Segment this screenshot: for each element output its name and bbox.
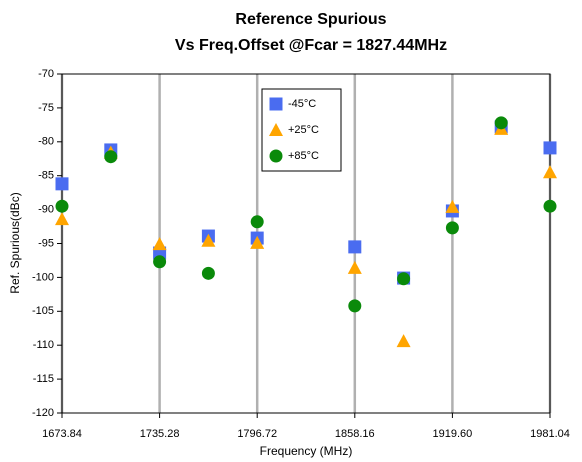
- data-point: [201, 266, 215, 280]
- chart-title: Reference Spurious: [235, 11, 386, 28]
- data-point: [543, 165, 557, 179]
- data-point: [104, 150, 118, 164]
- y-tick-label: -115: [33, 373, 54, 385]
- legend-label: -45°C: [288, 98, 316, 110]
- legend-marker: [269, 97, 283, 111]
- y-axis-label: Ref. Spurious(dBc): [8, 192, 22, 293]
- data-point: [55, 199, 69, 213]
- y-tick-label: -80: [38, 136, 54, 148]
- data-point: [250, 235, 265, 249]
- legend-label: +85°C: [288, 150, 319, 162]
- data-point: [543, 141, 557, 155]
- x-tick-label: 1796.72: [237, 428, 277, 440]
- legend-marker: [269, 123, 283, 136]
- y-tick-label: -100: [32, 271, 54, 283]
- x-tick-label: 1673.84: [42, 428, 82, 440]
- y-tick-label: -75: [38, 102, 54, 114]
- data-point: [445, 199, 460, 213]
- y-tick-label: -120: [32, 407, 54, 419]
- x-tick-label: 1919.60: [433, 428, 473, 440]
- data-point: [250, 215, 264, 229]
- data-point: [543, 199, 557, 213]
- data-point: [55, 177, 69, 191]
- data-point: [153, 255, 167, 269]
- data-point: [201, 233, 216, 247]
- x-tick-label: 1981.04: [530, 428, 570, 440]
- y-tick-label: -110: [33, 339, 54, 351]
- data-point: [397, 272, 411, 286]
- data-point: [348, 240, 362, 254]
- y-tick-label: -85: [38, 170, 54, 182]
- data-point: [55, 212, 69, 226]
- data-point: [347, 260, 362, 274]
- data-point: [445, 221, 459, 235]
- x-axis-label: Frequency (MHz): [260, 444, 353, 458]
- data-point: [152, 237, 167, 251]
- legend-marker: [269, 149, 283, 163]
- x-tick-label: 1735.28: [140, 428, 180, 440]
- y-tick-label: -90: [38, 204, 54, 216]
- legend-label: +25°C: [288, 124, 319, 136]
- plot-frame: [61, 73, 551, 414]
- data-point: [396, 334, 411, 348]
- data-point: [494, 116, 508, 130]
- data-point: [348, 299, 362, 313]
- chart-subtitle: Vs Freq.Offset @Fcar = 1827.44MHz: [175, 37, 447, 54]
- y-tick-label: -105: [32, 305, 54, 317]
- y-tick-label: -70: [38, 68, 54, 80]
- x-tick-label: 1858.16: [335, 428, 375, 440]
- y-tick-label: -95: [38, 237, 54, 249]
